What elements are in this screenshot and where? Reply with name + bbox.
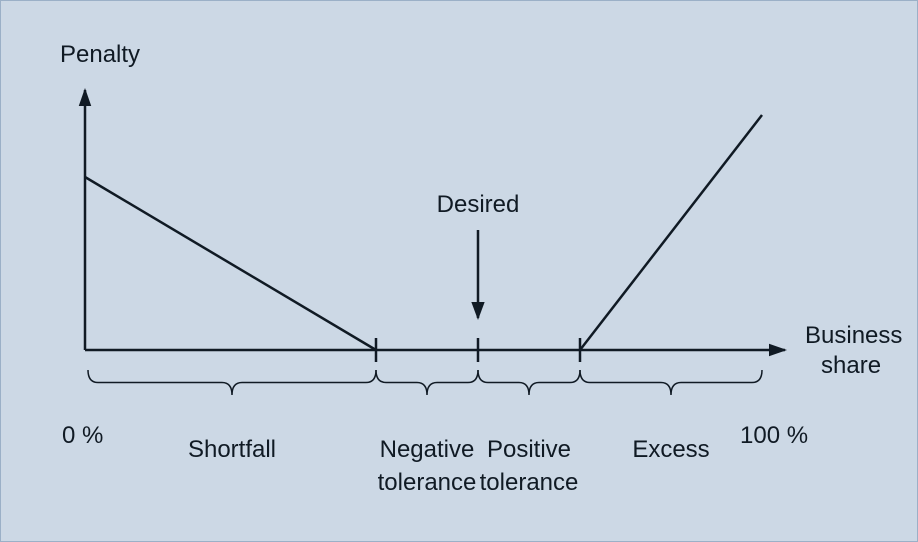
x-axis-label-line1: Business — [805, 322, 902, 349]
label-positive-tolerance-line1: Positive — [487, 436, 571, 463]
label-shortfall: Shortfall — [188, 436, 276, 463]
y-axis-label: Penalty — [60, 41, 140, 68]
penalty-diagram: Penalty Business share Desired 0 % 100 %… — [0, 0, 918, 542]
label-excess: Excess — [632, 436, 709, 463]
label-negative-tolerance-line1: Negative — [380, 436, 475, 463]
desired-label: Desired — [437, 191, 520, 218]
label-zero-percent: 0 % — [62, 422, 103, 449]
label-positive-tolerance-line2: tolerance — [480, 469, 579, 496]
x-axis-label-line2: share — [821, 352, 881, 379]
label-negative-tolerance-line2: tolerance — [378, 469, 477, 496]
label-hundred-percent: 100 % — [740, 422, 808, 449]
